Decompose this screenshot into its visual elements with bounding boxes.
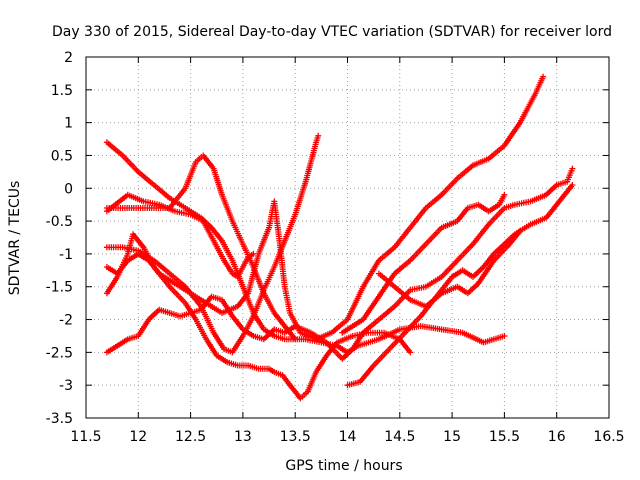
x-tick-label: 14.5 — [384, 429, 415, 445]
series-track-7 — [103, 231, 414, 402]
x-tick-label: 15 — [443, 429, 461, 445]
x-tick-label: 13.5 — [280, 429, 311, 445]
series-track-10 — [375, 227, 524, 310]
x-axis-label: GPS time / hours — [285, 458, 402, 474]
x-tick-label: 16 — [548, 429, 566, 445]
y-tick-label: -3 — [59, 378, 73, 394]
y-tick-label: 2 — [64, 50, 73, 66]
gridlines — [85, 56, 610, 419]
data-series — [103, 73, 576, 402]
series-track-8 — [344, 182, 576, 389]
y-tick-label: -1 — [59, 247, 73, 263]
series-track-2 — [103, 152, 299, 343]
y-axis-label: SDTVAR / TECUs — [7, 181, 23, 296]
y-tick-label: -2 — [59, 313, 73, 329]
y-tick-label: -3.5 — [46, 411, 73, 427]
x-tick-label: 15.5 — [489, 429, 520, 445]
y-tick-label: -2.5 — [46, 345, 73, 361]
x-tick-label: 14 — [339, 429, 357, 445]
y-tick-label: 1.5 — [51, 83, 73, 99]
x-tick-label: 12 — [129, 429, 147, 445]
axis-ticks: 11.5 12 12.5 13 13.5 14 14.5 15 15.5 16 16.5-3.5-3… — [46, 50, 625, 445]
y-tick-label: 0 — [64, 181, 73, 197]
y-tick-label: 1 — [64, 116, 73, 132]
x-tick-label: 16.5 — [593, 429, 624, 445]
series-track-4 — [103, 191, 257, 280]
x-tick-label: 13 — [234, 429, 252, 445]
y-tick-label: -1.5 — [46, 280, 73, 296]
x-tick-label: 12.5 — [175, 429, 206, 445]
chart-title: Day 330 of 2015, Sidereal Day-to-day VTE… — [52, 24, 612, 40]
x-tick-label: 11.5 — [70, 429, 101, 445]
y-tick-label: -0.5 — [46, 214, 73, 230]
series-track-9 — [339, 191, 508, 336]
y-tick-label: 0.5 — [51, 148, 73, 164]
